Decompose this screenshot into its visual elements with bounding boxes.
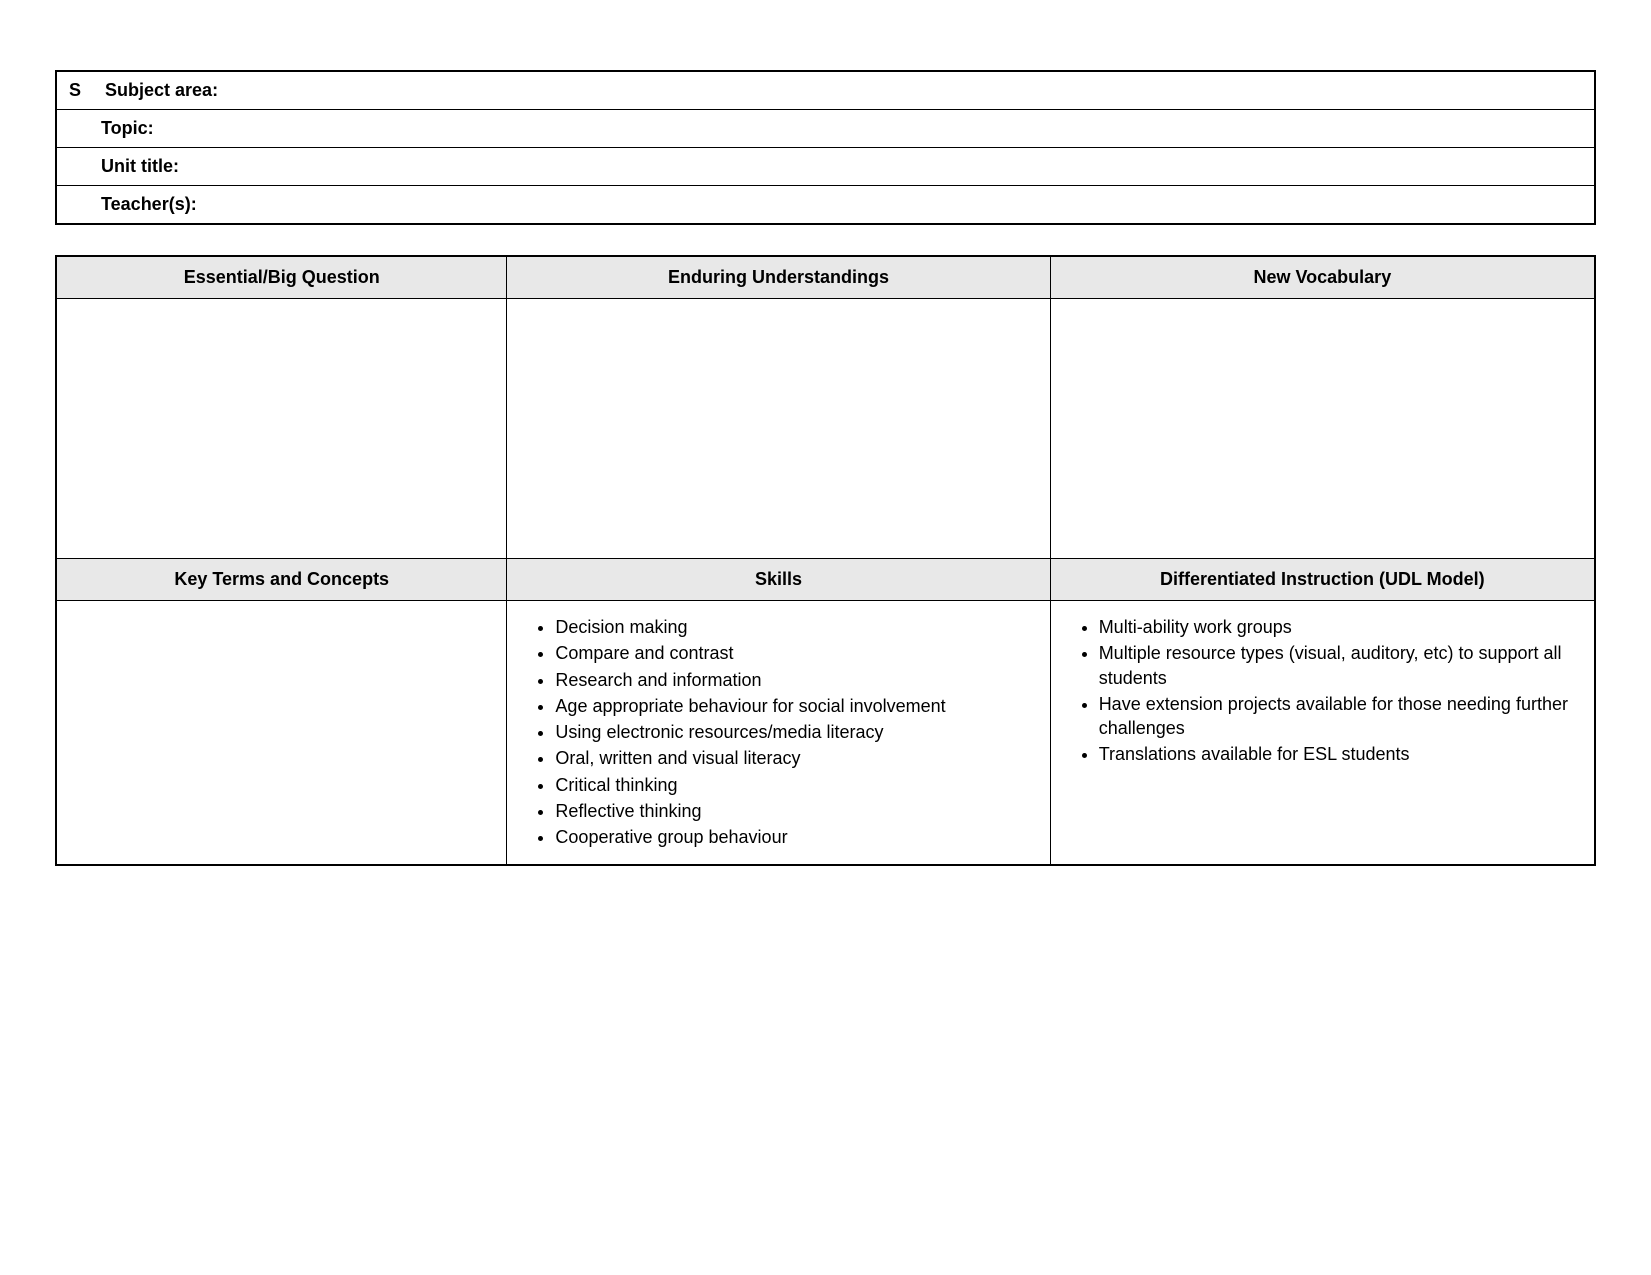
list-item: Compare and contrast	[555, 641, 1035, 665]
content-row-2: Decision making Compare and contrast Res…	[56, 601, 1595, 865]
subject-area-row: S Subject area:	[56, 71, 1595, 110]
list-item: Decision making	[555, 615, 1035, 639]
essential-question-cell	[56, 299, 507, 559]
content-row-1	[56, 299, 1595, 559]
key-terms-cell	[56, 601, 507, 865]
list-item: Using electronic resources/media literac…	[555, 720, 1035, 744]
planning-table: Essential/Big Question Enduring Understa…	[55, 255, 1596, 866]
unit-title-label: Unit title:	[56, 148, 1595, 186]
header-info-table: S Subject area: Topic: Unit title: Teach…	[55, 70, 1596, 225]
list-item: Reflective thinking	[555, 799, 1035, 823]
list-item: Age appropriate behaviour for social inv…	[555, 694, 1035, 718]
new-vocabulary-header: New Vocabulary	[1050, 256, 1595, 299]
udl-cell: Multi-ability work groups Multiple resou…	[1050, 601, 1595, 865]
unit-title-row: Unit title:	[56, 148, 1595, 186]
skills-header: Skills	[507, 559, 1050, 601]
teachers-label: Teacher(s):	[56, 186, 1595, 225]
enduring-understandings-header: Enduring Understandings	[507, 256, 1050, 299]
list-item: Critical thinking	[555, 773, 1035, 797]
key-terms-header: Key Terms and Concepts	[56, 559, 507, 601]
header-row-1: Essential/Big Question Enduring Understa…	[56, 256, 1595, 299]
header-row-2: Key Terms and Concepts Skills Differenti…	[56, 559, 1595, 601]
s-prefix: S	[56, 71, 93, 110]
list-item: Cooperative group behaviour	[555, 825, 1035, 849]
skills-cell: Decision making Compare and contrast Res…	[507, 601, 1050, 865]
teachers-row: Teacher(s):	[56, 186, 1595, 225]
list-item: Have extension projects available for th…	[1099, 692, 1580, 741]
topic-label: Topic:	[56, 110, 1595, 148]
topic-row: Topic:	[56, 110, 1595, 148]
subject-area-label: Subject area:	[93, 71, 1595, 110]
list-item: Oral, written and visual literacy	[555, 746, 1035, 770]
new-vocabulary-cell	[1050, 299, 1595, 559]
udl-list: Multi-ability work groups Multiple resou…	[1065, 615, 1580, 767]
list-item: Translations available for ESL students	[1099, 742, 1580, 766]
enduring-understandings-cell	[507, 299, 1050, 559]
list-item: Multi-ability work groups	[1099, 615, 1580, 639]
list-item: Research and information	[555, 668, 1035, 692]
essential-question-header: Essential/Big Question	[56, 256, 507, 299]
list-item: Multiple resource types (visual, auditor…	[1099, 641, 1580, 690]
udl-header: Differentiated Instruction (UDL Model)	[1050, 559, 1595, 601]
skills-list: Decision making Compare and contrast Res…	[521, 615, 1035, 850]
